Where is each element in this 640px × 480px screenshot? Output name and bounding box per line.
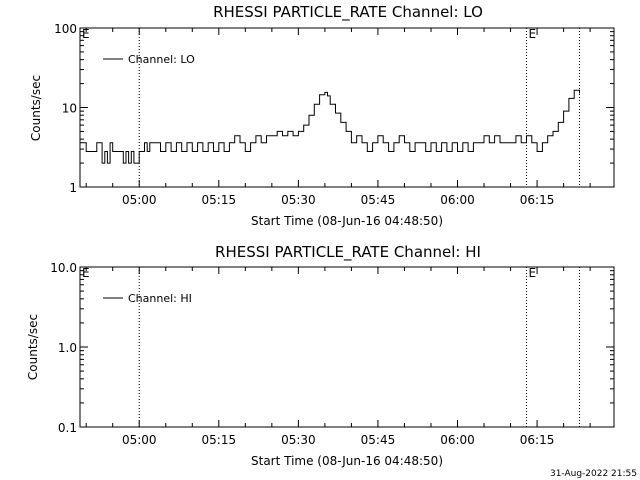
legend: Channel: LO	[103, 53, 195, 66]
series-layer	[80, 89, 580, 164]
legend-label: Channel: HI	[128, 292, 192, 305]
y-tick-label: 100	[54, 22, 77, 36]
axis-ticks: 05:00 05:15 05:30 05:45 06:00 06:15 0.1 1.0 10.0	[50, 261, 614, 447]
x-axis-label: Start Time (08-Jun-16 04:48:50)	[251, 214, 443, 228]
series-line-lo	[80, 89, 580, 164]
x-tick-label: 06:00	[440, 433, 475, 447]
x-tick-label: 06:15	[520, 193, 555, 207]
x-tick-label: 06:00	[440, 193, 475, 207]
y-tick-label: 1.0	[58, 341, 77, 355]
y-tick-label: 10	[62, 102, 77, 116]
legend: Channel: HI	[103, 292, 192, 305]
y-axis-label: Counts/sec	[29, 75, 43, 141]
x-tick-label: 05:15	[202, 193, 237, 207]
chart-title: RHESSI PARTICLE_RATE Channel: HI	[215, 243, 481, 262]
chart-panel-lo: RHESSI PARTICLE_RATE Channel: LO Counts/…	[29, 3, 615, 228]
chart-title: RHESSI PARTICLE_RATE Channel: LO	[213, 3, 483, 22]
chart-panel-hi: RHESSI PARTICLE_RATE Channel: HI Counts/…	[26, 243, 615, 468]
x-tick-label: 05:45	[361, 433, 396, 447]
x-tick-label: 05:00	[122, 433, 157, 447]
eclipse-mark: E	[82, 27, 90, 41]
plot-frame	[79, 266, 615, 428]
footer-timestamp: 31-Aug-2022 21:55	[550, 469, 637, 479]
x-tick-label: 05:45	[361, 193, 396, 207]
x-tick-label: 05:00	[122, 193, 157, 207]
plot-frame	[79, 27, 615, 188]
x-tick-label: 05:30	[281, 433, 316, 447]
y-tick-label: 10.0	[50, 261, 77, 275]
legend-label: Channel: LO	[128, 53, 195, 66]
x-tick-label: 05:30	[281, 193, 316, 207]
eclipse-mark: E	[82, 266, 90, 280]
x-tick-label: 06:15	[520, 433, 555, 447]
y-axis-label: Counts/sec	[26, 314, 40, 380]
vertical-markers	[138, 28, 581, 187]
y-tick-label: 0.1	[58, 421, 77, 435]
x-axis-label: Start Time (08-Jun-16 04:48:50)	[251, 454, 443, 468]
eclipse-mark: E	[528, 266, 536, 280]
vertical-markers	[138, 267, 581, 427]
x-tick-label: 05:15	[202, 433, 237, 447]
y-tick-label: 1	[69, 181, 77, 195]
eclipse-mark: E	[528, 27, 536, 41]
axis-ticks: 05:00 05:15 05:30 05:45 06:00 06:15 1 10 100	[54, 22, 614, 207]
